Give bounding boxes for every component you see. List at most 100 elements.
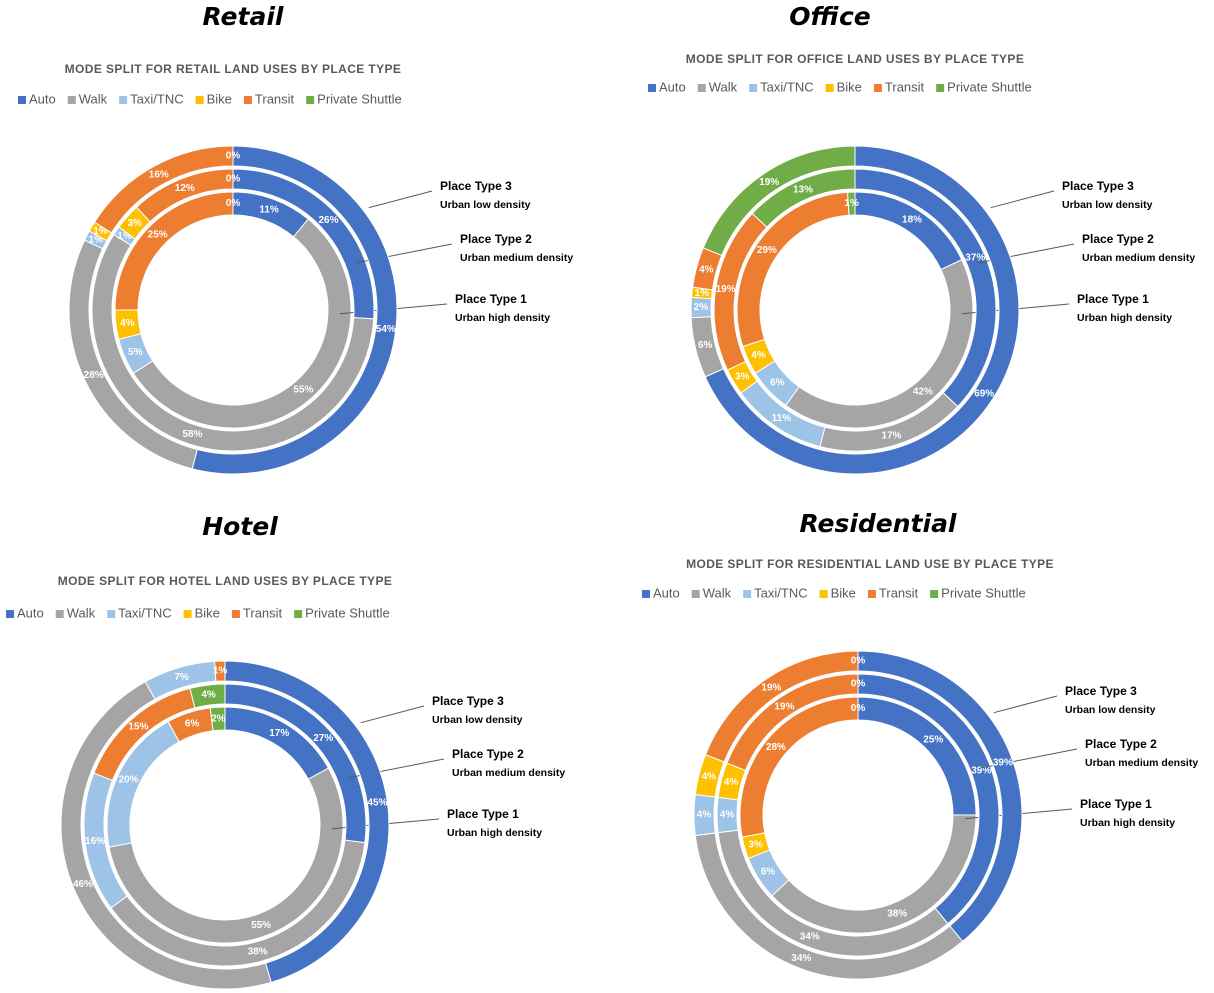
data-label: 37% [965, 253, 985, 264]
data-label: 11% [772, 413, 792, 424]
annotation-line [368, 190, 433, 209]
legend-swatch [18, 96, 26, 104]
ring-name: Place Type 2 [1082, 232, 1154, 246]
donut-segment [108, 767, 344, 944]
data-label: 55% [251, 920, 271, 931]
data-label: 6% [185, 718, 200, 729]
legend-label: Private Shuttle [947, 79, 1032, 94]
chart-title: MODE SPLIT FOR OFFICE LAND USES BY PLACE… [686, 52, 1024, 66]
data-label: 1% [93, 226, 108, 237]
data-label: 1% [213, 666, 228, 677]
donut-segment [209, 706, 226, 732]
data-label: 3% [128, 218, 143, 229]
legend-swatch [107, 610, 116, 618]
legend-label: Walk [79, 91, 108, 106]
data-label: 16% [149, 170, 169, 181]
legend-swatch [642, 590, 650, 598]
chart-heading: Residential [799, 509, 956, 538]
chart-title: MODE SPLIT FOR HOTEL LAND USES BY PLACE … [58, 574, 393, 588]
legend-label: Private Shuttle [305, 605, 390, 620]
data-label: 15% [128, 721, 148, 732]
ring-name: Place Type 1 [1077, 292, 1149, 306]
legend-swatch [243, 96, 252, 104]
donut-segment [224, 683, 367, 844]
donut-segment [135, 168, 234, 223]
chart-heading: Office [789, 2, 870, 31]
ring-name: Place Type 1 [1080, 797, 1152, 811]
legend-swatch [119, 96, 128, 104]
data-label: 39% [993, 757, 1013, 768]
legend-swatch [195, 96, 204, 104]
legend-label: Bike [207, 91, 232, 106]
annotation-line [993, 695, 1058, 714]
donut-segment [702, 145, 856, 257]
legend-label: Transit [255, 91, 295, 106]
legend-label: Taxi/TNC [760, 79, 813, 94]
legend-swatch [825, 84, 834, 92]
data-label: 6% [698, 340, 713, 351]
data-label: 6% [761, 867, 776, 878]
legend-swatch [819, 590, 828, 598]
data-label: 6% [770, 378, 785, 389]
data-label: 29% [757, 245, 777, 256]
ring-subtitle: Urban high density [455, 312, 550, 324]
data-label: 4% [724, 777, 739, 788]
data-label: 34% [800, 931, 820, 942]
data-label: 4% [720, 810, 735, 821]
legend-label: Auto [29, 91, 56, 106]
data-label: 11% [259, 204, 279, 215]
legend-swatch [306, 96, 315, 104]
data-label: 0% [851, 703, 866, 714]
chart-panel: Hotel MODE SPLIT FOR HOTEL LAND USES BY P… [6, 512, 565, 990]
ring-name: Place Type 3 [432, 694, 504, 708]
legend-label: Walk [703, 585, 732, 600]
legend-swatch [873, 84, 882, 92]
ring-subtitle: Urban medium density [1085, 757, 1198, 769]
donut-segment [191, 145, 398, 475]
data-label: 39% [971, 765, 991, 776]
data-label: 28% [84, 370, 104, 381]
legend-label: Transit [879, 585, 919, 600]
data-label: 19% [761, 682, 781, 693]
legend-label: Auto [659, 79, 686, 94]
ring-subtitle: Urban medium density [460, 252, 573, 264]
ring-name: Place Type 2 [452, 747, 524, 761]
donut-segment [189, 683, 226, 709]
legend-swatch [67, 96, 76, 104]
data-label: 2% [211, 713, 226, 724]
data-label: 46% [73, 879, 93, 890]
legend-label: Private Shuttle [941, 585, 1026, 600]
legend-swatch [648, 84, 656, 92]
data-label: 12% [175, 183, 195, 194]
chart-title: MODE SPLIT FOR RESIDENTIAL LAND USE BY P… [686, 557, 1054, 571]
data-label: 1% [89, 235, 104, 246]
data-label: 20% [119, 774, 139, 785]
chart-panel: Office MODE SPLIT FOR OFFICE LAND USES BY… [648, 2, 1195, 475]
data-label: 1% [695, 288, 710, 299]
ring-subtitle: Urban high density [1077, 312, 1172, 324]
legend-swatch [867, 590, 876, 598]
ring-name: Place Type 3 [440, 179, 512, 193]
data-label: 18% [902, 215, 922, 226]
donut-segment [114, 191, 234, 311]
donut-segment [857, 696, 977, 816]
ring-name: Place Type 3 [1065, 684, 1137, 698]
data-label: 34% [791, 953, 811, 964]
data-label: 55% [293, 385, 313, 396]
data-label: 42% [913, 387, 933, 398]
ring-name: Place Type 3 [1062, 179, 1134, 193]
donut-segment [132, 218, 352, 429]
legend-label: Taxi/TNC [130, 91, 183, 106]
data-label: 25% [148, 229, 168, 240]
chart-title: MODE SPLIT FOR RETAIL LAND USES BY PLACE… [65, 62, 402, 76]
ring-subtitle: Urban low density [432, 714, 523, 726]
data-label: 0% [851, 656, 866, 667]
legend-label: Auto [653, 585, 680, 600]
legend-label: Taxi/TNC [118, 605, 171, 620]
legend-label: Private Shuttle [317, 91, 402, 106]
data-label: 28% [766, 742, 786, 753]
data-label: 0% [851, 679, 866, 690]
ring-subtitle: Urban medium density [1082, 252, 1195, 264]
donut-segment [704, 145, 1020, 475]
donut-segment [847, 191, 856, 216]
